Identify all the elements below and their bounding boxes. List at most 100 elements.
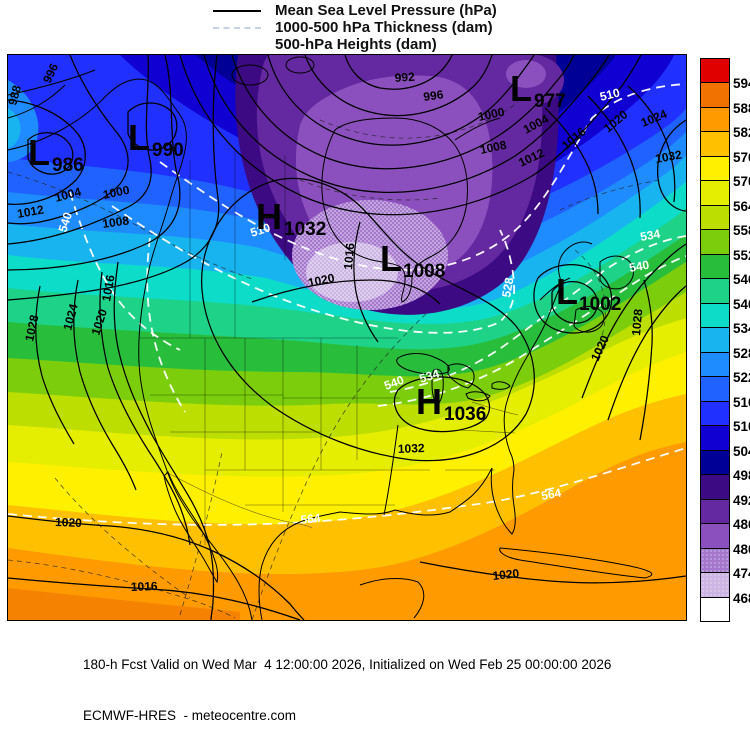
weather-map-page: { "legend": { "items": [ "Mean Sea Level… <box>0 0 750 723</box>
forecast-map: 988 996 992 996 1000 1000 1004 1004 1008… <box>7 54 687 621</box>
colorbar-label: 480 <box>733 541 750 557</box>
colorbar-label: 498 <box>733 468 750 484</box>
isobar-label: 1008 <box>101 213 130 231</box>
isobar-label: 1032 <box>654 147 683 165</box>
colorbar-label: 504 <box>733 443 750 459</box>
isobars <box>8 55 686 620</box>
low-symbol: L <box>556 271 578 312</box>
colorbar-label: 486 <box>733 517 750 533</box>
colorbar-cell: 498 <box>701 450 750 483</box>
low-symbol: L <box>380 238 402 279</box>
colorbar-cell: 594 <box>701 59 750 91</box>
colorbar-label: 510 <box>733 419 750 435</box>
isobar-label: 992 <box>394 70 415 85</box>
low-value: 990 <box>152 140 184 161</box>
colorbar-cell: 576 <box>701 132 750 165</box>
colorbar-label: 576 <box>733 149 750 165</box>
colorbar-label: 588 <box>733 100 750 116</box>
colorbar-cell: 546 <box>701 254 750 287</box>
pressure-centers: L 986 L 990 L 977 H 1032 L 1008 L 1002 H… <box>28 68 621 425</box>
thickness-label: 510 <box>598 85 621 104</box>
isobar-label: 1016 <box>341 242 357 270</box>
colorbar-cell: 528 <box>701 328 750 361</box>
isobar-label: 1000 <box>477 105 506 124</box>
colorbar-cell: 582 <box>701 107 750 140</box>
high-symbol: H <box>256 196 282 237</box>
low-value: 1008 <box>403 261 445 282</box>
colorbar: 594 588 582 576 570 564 558 552 546 540 534 528 522 5… <box>700 58 750 622</box>
coastlines <box>8 56 653 620</box>
thickness-label: 540 <box>382 373 406 393</box>
thickness-label: 528 <box>499 276 516 298</box>
state-borders <box>140 150 519 545</box>
high-symbol: H <box>416 381 442 422</box>
high-value: 1036 <box>444 404 486 425</box>
isobar-label: 1000 <box>102 183 131 202</box>
colorbar-label: 474 <box>733 566 750 582</box>
isobar-label: 1008 <box>479 138 508 157</box>
colorbar-label: 594 <box>733 76 750 92</box>
colorbar-cell: 564 <box>701 181 750 214</box>
high-value: 1032 <box>284 219 326 240</box>
low-value: 977 <box>534 91 566 112</box>
thickness-label: 540 <box>56 210 76 234</box>
colorbar-cell: 534 <box>701 303 750 336</box>
isobar-label: 1028 <box>22 313 41 342</box>
isobar-label: 1020 <box>55 515 82 530</box>
colorbar-cell: 558 <box>701 205 750 238</box>
isobar-label: 1020 <box>307 271 336 290</box>
colorbar-cell: 522 <box>701 352 750 385</box>
low-value: 1002 <box>579 294 621 315</box>
low-value: 986 <box>52 155 84 176</box>
colorbar-label: 522 <box>733 370 750 386</box>
thickness-line-sample <box>213 27 261 29</box>
forecast-validity-text: 180-h Fcst Valid on Wed Mar 4 12:00:00 2… <box>83 657 612 672</box>
thickness-label: 540 <box>628 258 650 275</box>
thickness-label: 510 <box>249 220 273 240</box>
thickness-color-field <box>8 55 686 620</box>
isobar-label: 1012 <box>16 202 45 220</box>
colorbar-label: 468 <box>733 590 750 606</box>
colorbar-label: 546 <box>733 272 750 288</box>
colorbar-cell <box>701 597 729 622</box>
legend-item-mslp: Mean Sea Level Pressure (hPa) <box>275 2 497 19</box>
isobar-labels: 988 996 992 996 1000 1000 1004 1004 1008… <box>8 61 683 594</box>
isobar-label: 1024 <box>60 302 81 332</box>
colorbar-label: 534 <box>733 321 750 337</box>
colorbar-cell: 510 <box>701 401 750 434</box>
colorbar-label: 516 <box>733 394 750 410</box>
colorbar-cell: 552 <box>701 230 750 263</box>
height-contours <box>8 101 661 620</box>
map-legend: Mean Sea Level Pressure (hPa) 1000-500 h… <box>0 0 750 55</box>
colorbar-label: 564 <box>733 198 750 214</box>
colorbar-cell: 486 <box>701 499 750 532</box>
legend-item-thickness: 1000-500 hPa Thickness (dam) <box>275 19 493 36</box>
colorbar-cell: 474 <box>701 548 750 581</box>
mslp-line-sample <box>213 10 261 12</box>
isobar-label: 1016 <box>99 273 117 302</box>
colorbar-label: 558 <box>733 223 750 239</box>
colorbar-label: 570 <box>733 174 750 190</box>
colorbar-label: 492 <box>733 492 750 508</box>
thickness-labels: 540 510 510 528 534 534 540 540 564 564 <box>56 85 662 527</box>
thickness-label: 534 <box>639 227 661 244</box>
low-symbol: L <box>128 117 150 158</box>
low-symbol: L <box>28 132 50 173</box>
colorbar-cell: 540 <box>701 279 750 312</box>
thickness-label: 564 <box>300 511 322 527</box>
colorbar-cell: 516 <box>701 377 750 410</box>
isobar-label: 988 <box>8 83 24 106</box>
isobar-label: 996 <box>422 87 444 104</box>
colorbar-label: 540 <box>733 296 750 312</box>
colorbar-label: 528 <box>733 345 750 361</box>
isobar-label: 1032 <box>398 441 425 456</box>
low-symbol: L <box>510 68 532 109</box>
model-source-text: ECMWF-HRES - meteocentre.com <box>83 708 297 723</box>
footer: 180-h Fcst Valid on Wed Mar 4 12:00:00 2… <box>83 622 611 741</box>
legend-item-heights: 500-hPa Heights (dam) <box>275 36 437 53</box>
isobar-label: 1020 <box>492 566 520 583</box>
colorbar-label: 582 <box>733 125 750 141</box>
thickness-label: 534 <box>418 366 442 386</box>
colorbar-cell: 492 <box>701 475 750 508</box>
isobar-label: 1004 <box>53 184 83 205</box>
